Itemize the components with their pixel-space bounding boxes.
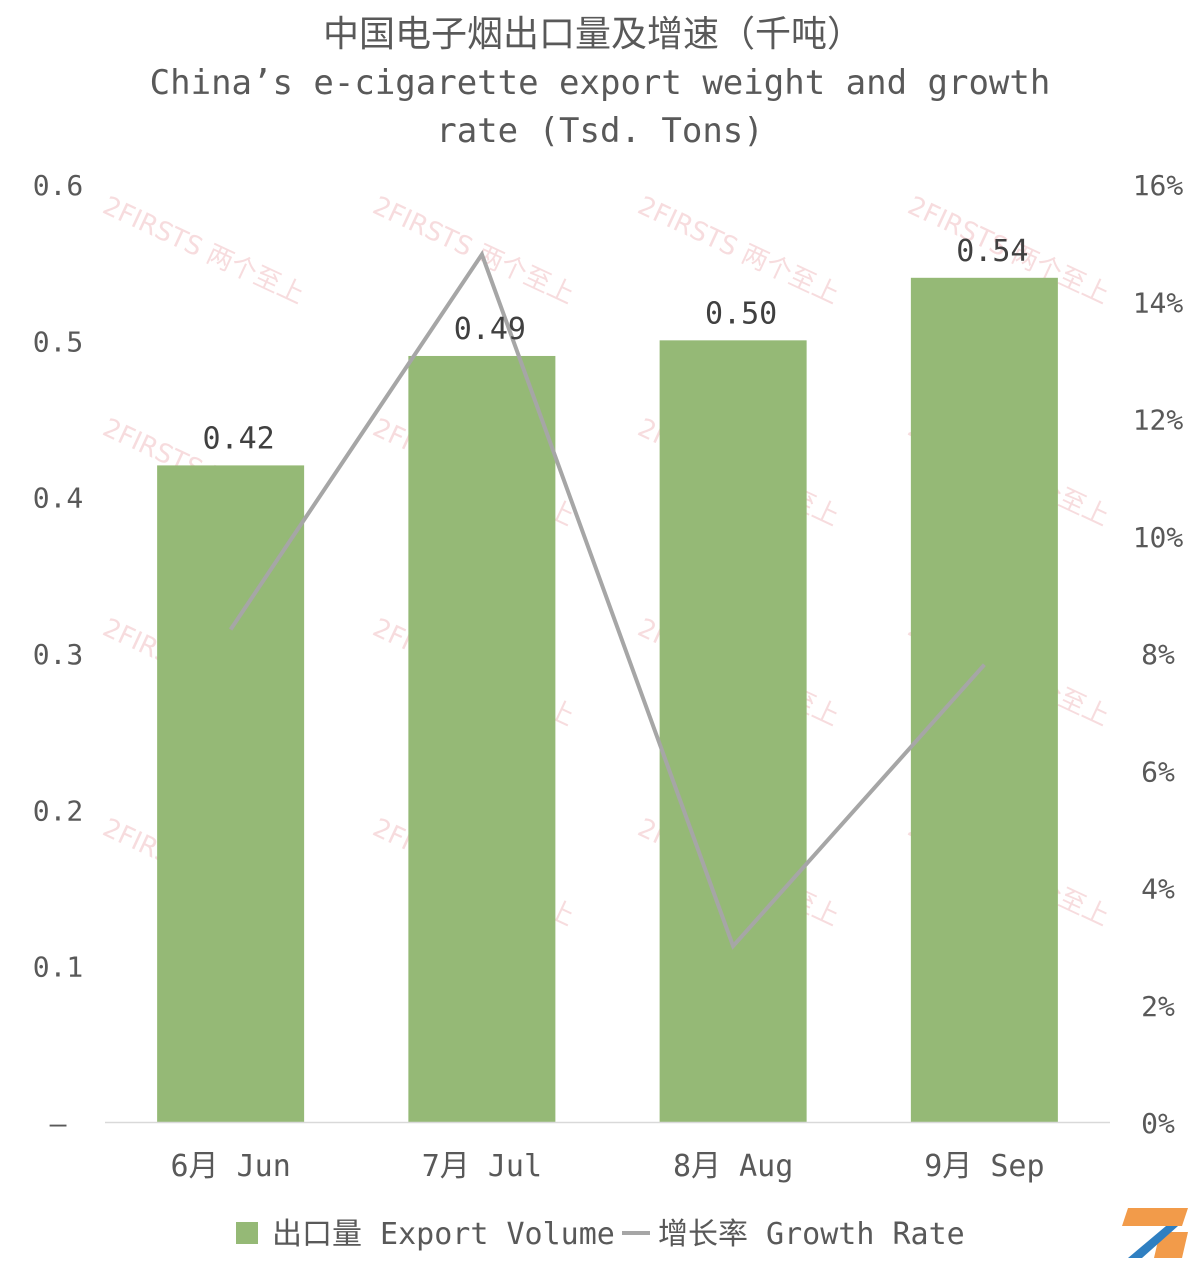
watermark-text: 2FIRSTS 两个至上 [633, 191, 844, 310]
bar-data-label: 0.54 [956, 234, 1028, 269]
bar [659, 340, 807, 1122]
y-right-tick-label: 16% [1133, 169, 1184, 202]
legend-label-line: 增长率 Growth Rate [658, 1217, 965, 1252]
y-left-tick-label: 0.2 [33, 794, 84, 827]
chart-title: 中国电子烟出口量及增速（千吨） [323, 14, 863, 55]
logo-icon [1122, 1208, 1188, 1226]
legend-swatch-bar [236, 1222, 258, 1244]
bar-data-label: 0.49 [454, 312, 526, 347]
y-right-tick-label: 12% [1133, 404, 1184, 437]
y-left-tick-label: 0.6 [33, 169, 84, 202]
y-left-tick-label: – [50, 1107, 67, 1140]
y-left-tick-label: 0.1 [33, 951, 84, 984]
x-category-label: 8月 Aug [673, 1149, 793, 1184]
y-right-tick-label: 2% [1141, 990, 1175, 1023]
x-category-label: 9月 Sep [924, 1149, 1044, 1184]
bar-data-label: 0.50 [705, 296, 777, 331]
y-right-tick-label: 6% [1141, 755, 1175, 788]
growth-rate-line [228, 250, 986, 950]
watermark-text: 2FIRSTS 两个至上 [98, 191, 309, 310]
x-category-label: 7月 Jul [422, 1149, 542, 1184]
y-right-tick-label: 8% [1141, 638, 1175, 671]
logo-icon [1128, 1226, 1178, 1258]
bar-data-label: 0.42 [203, 421, 275, 456]
y-right-tick-label: 0% [1141, 1107, 1175, 1140]
bar [157, 465, 305, 1122]
watermark-text: 2FIRSTS 两个至上 [368, 191, 579, 310]
y-left-tick-label: 0.3 [33, 638, 84, 671]
bar [408, 355, 556, 1122]
chart-subtitle-line: China’s e-cigarette export weight and gr… [150, 63, 1051, 103]
y-right-tick-label: 14% [1133, 286, 1184, 319]
y-right-tick-label: 4% [1141, 873, 1175, 906]
x-category-label: 6月 Jun [170, 1149, 290, 1184]
y-left-tick-label: 0.4 [33, 482, 84, 515]
y-right-tick-label: 10% [1133, 521, 1184, 554]
bar [910, 277, 1058, 1122]
legend-label-bar: 出口量 Export Volume [272, 1217, 615, 1252]
y-left-tick-label: 0.5 [33, 325, 84, 358]
chart-subtitle-line: rate (Tsd. Tons) [436, 111, 764, 151]
